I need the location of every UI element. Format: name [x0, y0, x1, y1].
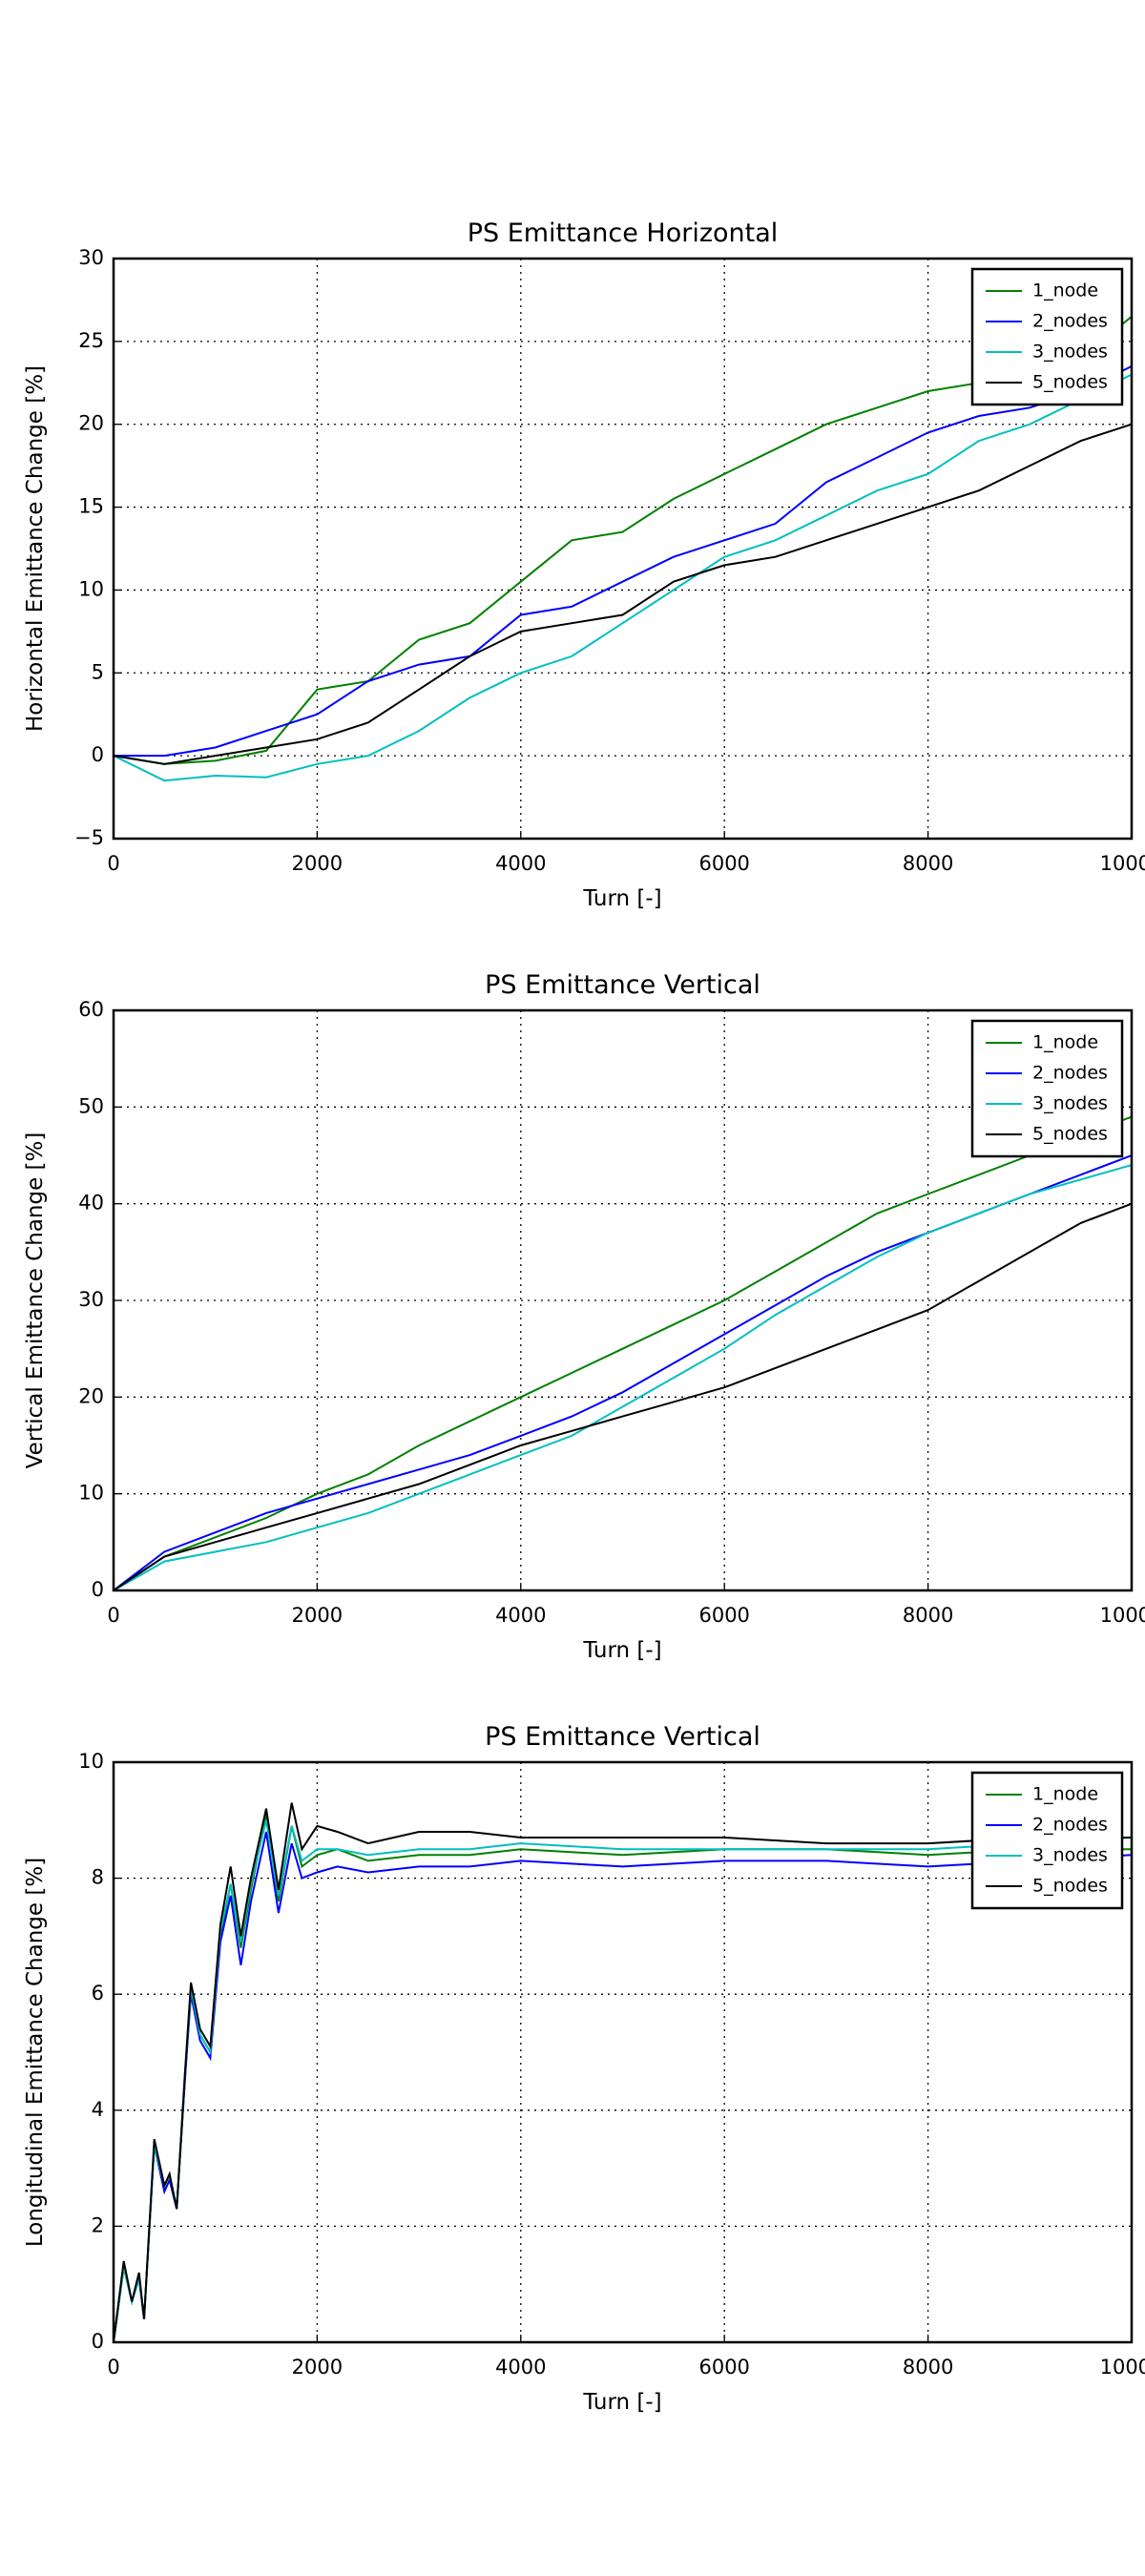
series-line [114, 1202, 1132, 1590]
lines [114, 1115, 1132, 1590]
y-tick-label: −5 [74, 826, 104, 849]
y-axis-label: Longitudinal Emittance Change [%] [23, 1858, 48, 2247]
x-axis-label: Turn [-] [582, 1638, 661, 1663]
legend-label: 3_nodes [1032, 1845, 1108, 1866]
legend-label: 2_nodes [1032, 1815, 1108, 1836]
x-tick-label: 0 [107, 2356, 119, 2379]
y-tick-label: 0 [92, 2330, 104, 2353]
x-tick-label: 6000 [698, 852, 749, 875]
chart: PS Emittance Vertical 0 2 4 6 8 10 0 2000 4000 600… [23, 1722, 1145, 2415]
series-line [114, 1115, 1132, 1590]
x-tick-label: 2000 [292, 2356, 343, 2379]
y-tick-label: 6 [92, 1982, 104, 2005]
y-tick-label: 20 [78, 1384, 104, 1407]
y-axis-label: Horizontal Emittance Change [%] [23, 365, 48, 732]
y-tick-label: 15 [78, 495, 104, 518]
x-tick-label: 8000 [903, 1604, 953, 1627]
x-tick-label: 6000 [698, 1604, 749, 1627]
y-axis-label: Vertical Emittance Change [%] [23, 1132, 48, 1469]
x-tick-label: 8000 [903, 2356, 953, 2379]
y-tick-label: 25 [78, 329, 104, 352]
x-tick-label: 10000 [1100, 852, 1145, 875]
plot-frame [112, 257, 1134, 841]
series-line [114, 1164, 1132, 1590]
x-tick-label: 6000 [698, 2356, 749, 2379]
x-axis-label: Turn [-] [582, 886, 661, 911]
x-tick-label: 2000 [292, 1604, 343, 1627]
chart: PS Emittance Vertical 0 10 20 30 40 50 60 0 2000 4… [23, 970, 1145, 1663]
y-tick-label: 0 [92, 743, 104, 766]
x-tick-label: 0 [107, 852, 119, 875]
legend-label: 2_nodes [1032, 1063, 1108, 1084]
legend-label: 2_nodes [1032, 311, 1108, 332]
y-tick-label: 40 [78, 1192, 104, 1215]
x-tick-label: 10000 [1100, 1604, 1145, 1627]
x-tick-label: 10000 [1100, 2356, 1145, 2379]
y-tick-label: 10 [78, 1750, 104, 1773]
x-tick-label: 4000 [495, 1604, 546, 1627]
y-tick-label: 30 [78, 1288, 104, 1311]
lines [114, 1802, 1132, 2342]
chart-title: PS Emittance Vertical [485, 970, 760, 1000]
chart-title: PS Emittance Horizontal [468, 218, 779, 248]
legend-label: 1_node [1032, 280, 1098, 301]
legend-label: 1_node [1032, 1784, 1098, 1805]
x-tick-label: 0 [107, 1604, 119, 1627]
legend-label: 3_nodes [1032, 342, 1108, 363]
y-tick-label: 8 [92, 1866, 104, 1889]
legend-label: 5_nodes [1032, 1124, 1108, 1145]
series-line [114, 365, 1132, 758]
x-tick-label: 2000 [292, 852, 343, 875]
y-tick-label: 10 [78, 1482, 104, 1505]
series-line [114, 316, 1132, 765]
x-tick-label: 4000 [495, 852, 546, 875]
y-tick-label: 50 [78, 1094, 104, 1117]
plot-frame [112, 1008, 1134, 1592]
y-tick-label: 5 [92, 660, 104, 683]
series-line [114, 1802, 1132, 2342]
x-tick-label: 8000 [903, 852, 953, 875]
legend-label: 5_nodes [1032, 372, 1108, 393]
legend-label: 5_nodes [1032, 1876, 1108, 1897]
plot-frame [112, 1760, 1134, 2344]
y-tick-label: 60 [78, 998, 104, 1021]
y-tick-label: 0 [92, 1578, 104, 1601]
series-line [114, 373, 1132, 782]
series-line [114, 1154, 1132, 1590]
legend-label: 1_node [1032, 1032, 1098, 1053]
y-tick-label: 2 [92, 2213, 104, 2236]
x-tick-label: 4000 [495, 2356, 546, 2379]
x-axis-label: Turn [-] [582, 2390, 661, 2415]
legend-label: 3_nodes [1032, 1093, 1108, 1114]
y-tick-label: 10 [78, 577, 104, 600]
y-tick-label: 30 [78, 246, 104, 269]
y-tick-label: 20 [78, 412, 104, 435]
lines [114, 316, 1132, 782]
chart-title: PS Emittance Vertical [485, 1722, 760, 1752]
series-line [114, 423, 1132, 765]
y-tick-label: 4 [92, 2098, 104, 2121]
